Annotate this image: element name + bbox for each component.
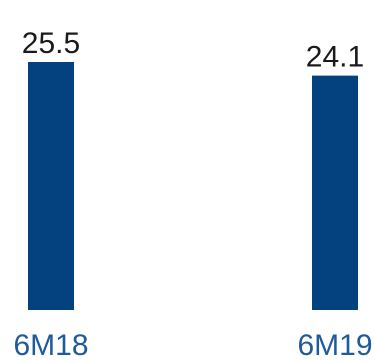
bar-6m18 xyxy=(28,62,74,310)
category-label: 6M19 xyxy=(297,329,372,362)
bar-6m19 xyxy=(312,75,358,310)
category-label: 6M18 xyxy=(13,329,88,362)
bar-value-label: 25.5 xyxy=(22,27,80,60)
bar-value-label: 24.1 xyxy=(306,41,364,74)
